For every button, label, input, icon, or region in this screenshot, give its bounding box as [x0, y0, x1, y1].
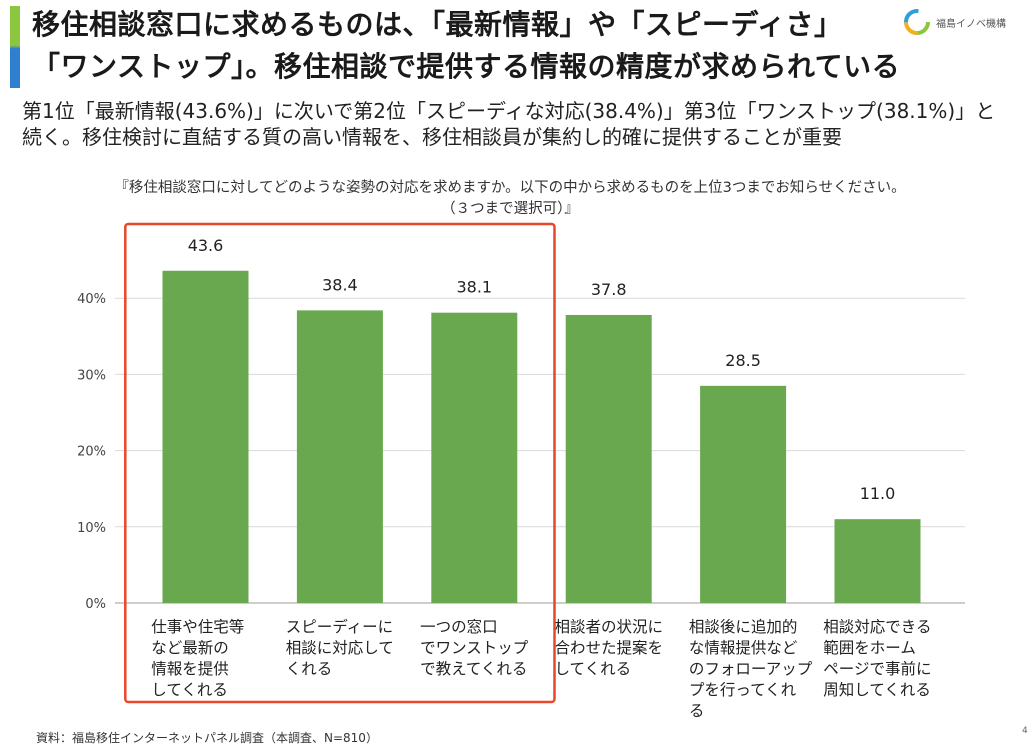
x-category-label: 相談者の状況に合わせた提案をしてくれる	[555, 618, 664, 678]
logo-text: 福島イノベ機構	[936, 18, 1006, 30]
top3-highlight-box	[124, 222, 556, 704]
data-label: 38.1	[456, 278, 492, 297]
y-tick-label: 0%	[85, 597, 106, 612]
bar	[834, 519, 921, 603]
bar	[565, 314, 652, 603]
survey-question: 『移住相談窓口に対してどのような姿勢の対応を求めますか。以下の中から求めるものを…	[114, 180, 906, 217]
source-note: 資料：福島移住インターネットパネル調査（本調査、N=810）	[36, 731, 378, 745]
bar	[162, 270, 249, 603]
x-category-label: スピーディーに相談に対応してくれる	[286, 617, 394, 678]
data-label: 11.0	[860, 484, 896, 503]
y-tick-label: 30%	[77, 368, 106, 383]
organization-logo: 福島イノベ機構	[902, 4, 1027, 40]
summary-text: 第1位「最新情報(43.6%)」に次いで第2位「スピーディな対応(38.4%)」…	[22, 99, 996, 149]
x-category-label: 相談対応できる範囲をホームページで事前に周知してくれる	[823, 618, 931, 699]
data-label: 43.6	[188, 236, 224, 255]
x-category-label: 相談後に追加的な情報提供などのフォローアッププを行ってくれる	[689, 618, 813, 720]
bar	[700, 385, 787, 603]
page-number: 4	[1022, 726, 1028, 736]
bar	[296, 310, 383, 603]
y-tick-label: 10%	[77, 521, 106, 536]
data-label: 37.8	[591, 280, 627, 299]
page-title: 移住相談窓口に求めるものは、「最新情報」や「スピーディさ」 「ワンストップ」。移…	[32, 4, 912, 88]
data-label: 28.5	[725, 351, 761, 370]
x-category-label: 一つの窓口でワンストップで教えてくれる	[420, 618, 529, 678]
x-category-label: 仕事や住宅等など最新の情報を提供してくれる	[151, 618, 244, 699]
y-tick-label: 20%	[77, 445, 106, 460]
page-title-line2: 「ワンストップ」。移住相談で提供する情報の精度が求められている	[32, 50, 901, 83]
data-label: 38.4	[322, 275, 358, 294]
page-title-line1: 移住相談窓口に求めるものは、「最新情報」や「スピーディさ」	[32, 8, 843, 41]
bar	[431, 312, 518, 603]
y-tick-label: 40%	[77, 292, 106, 307]
title-accent-bar	[10, 6, 20, 88]
logo-ring-icon	[904, 9, 930, 35]
